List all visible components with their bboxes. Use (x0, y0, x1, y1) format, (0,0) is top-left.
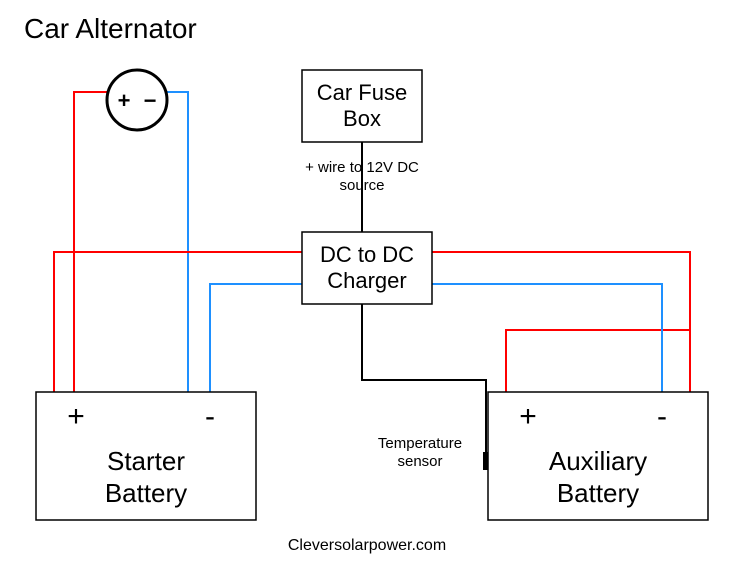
aux-label-2: Battery (557, 478, 639, 508)
aux-label-1: Auxiliary (549, 446, 647, 476)
alternator-plus: + (118, 88, 131, 113)
starter-minus: - (205, 400, 215, 433)
wire-red-5 (432, 252, 690, 392)
dc-charger-label-2: Charger (327, 268, 406, 293)
page-title: Car Alternator (24, 13, 197, 44)
wire-red-3 (54, 252, 302, 392)
starter-label-2: Battery (105, 478, 187, 508)
wire-blue-1 (165, 92, 188, 392)
aux-plus: + (519, 400, 537, 433)
wire-blue-6 (432, 284, 662, 392)
alternator-minus: − (144, 88, 157, 113)
fuse-box-label-1: Car Fuse (317, 80, 407, 105)
label-temp-2: sensor (397, 453, 442, 470)
aux-minus: - (657, 400, 667, 433)
label-12v-1: + wire to 12V DC (305, 159, 419, 176)
alternator-icon (107, 70, 167, 130)
label-temp-1: Temperature (378, 435, 462, 452)
dc-charger-label-1: DC to DC (320, 242, 414, 267)
starter-label-1: Starter (107, 446, 185, 476)
wire-red-0 (74, 92, 109, 392)
starter-plus: + (67, 400, 85, 433)
footer-attribution: Cleversolarpower.com (288, 537, 446, 554)
wire-black-7 (362, 304, 486, 452)
fuse-box-label-2: Box (343, 106, 381, 131)
label-12v-2: source (339, 177, 384, 194)
wire-blue-4 (210, 284, 302, 392)
